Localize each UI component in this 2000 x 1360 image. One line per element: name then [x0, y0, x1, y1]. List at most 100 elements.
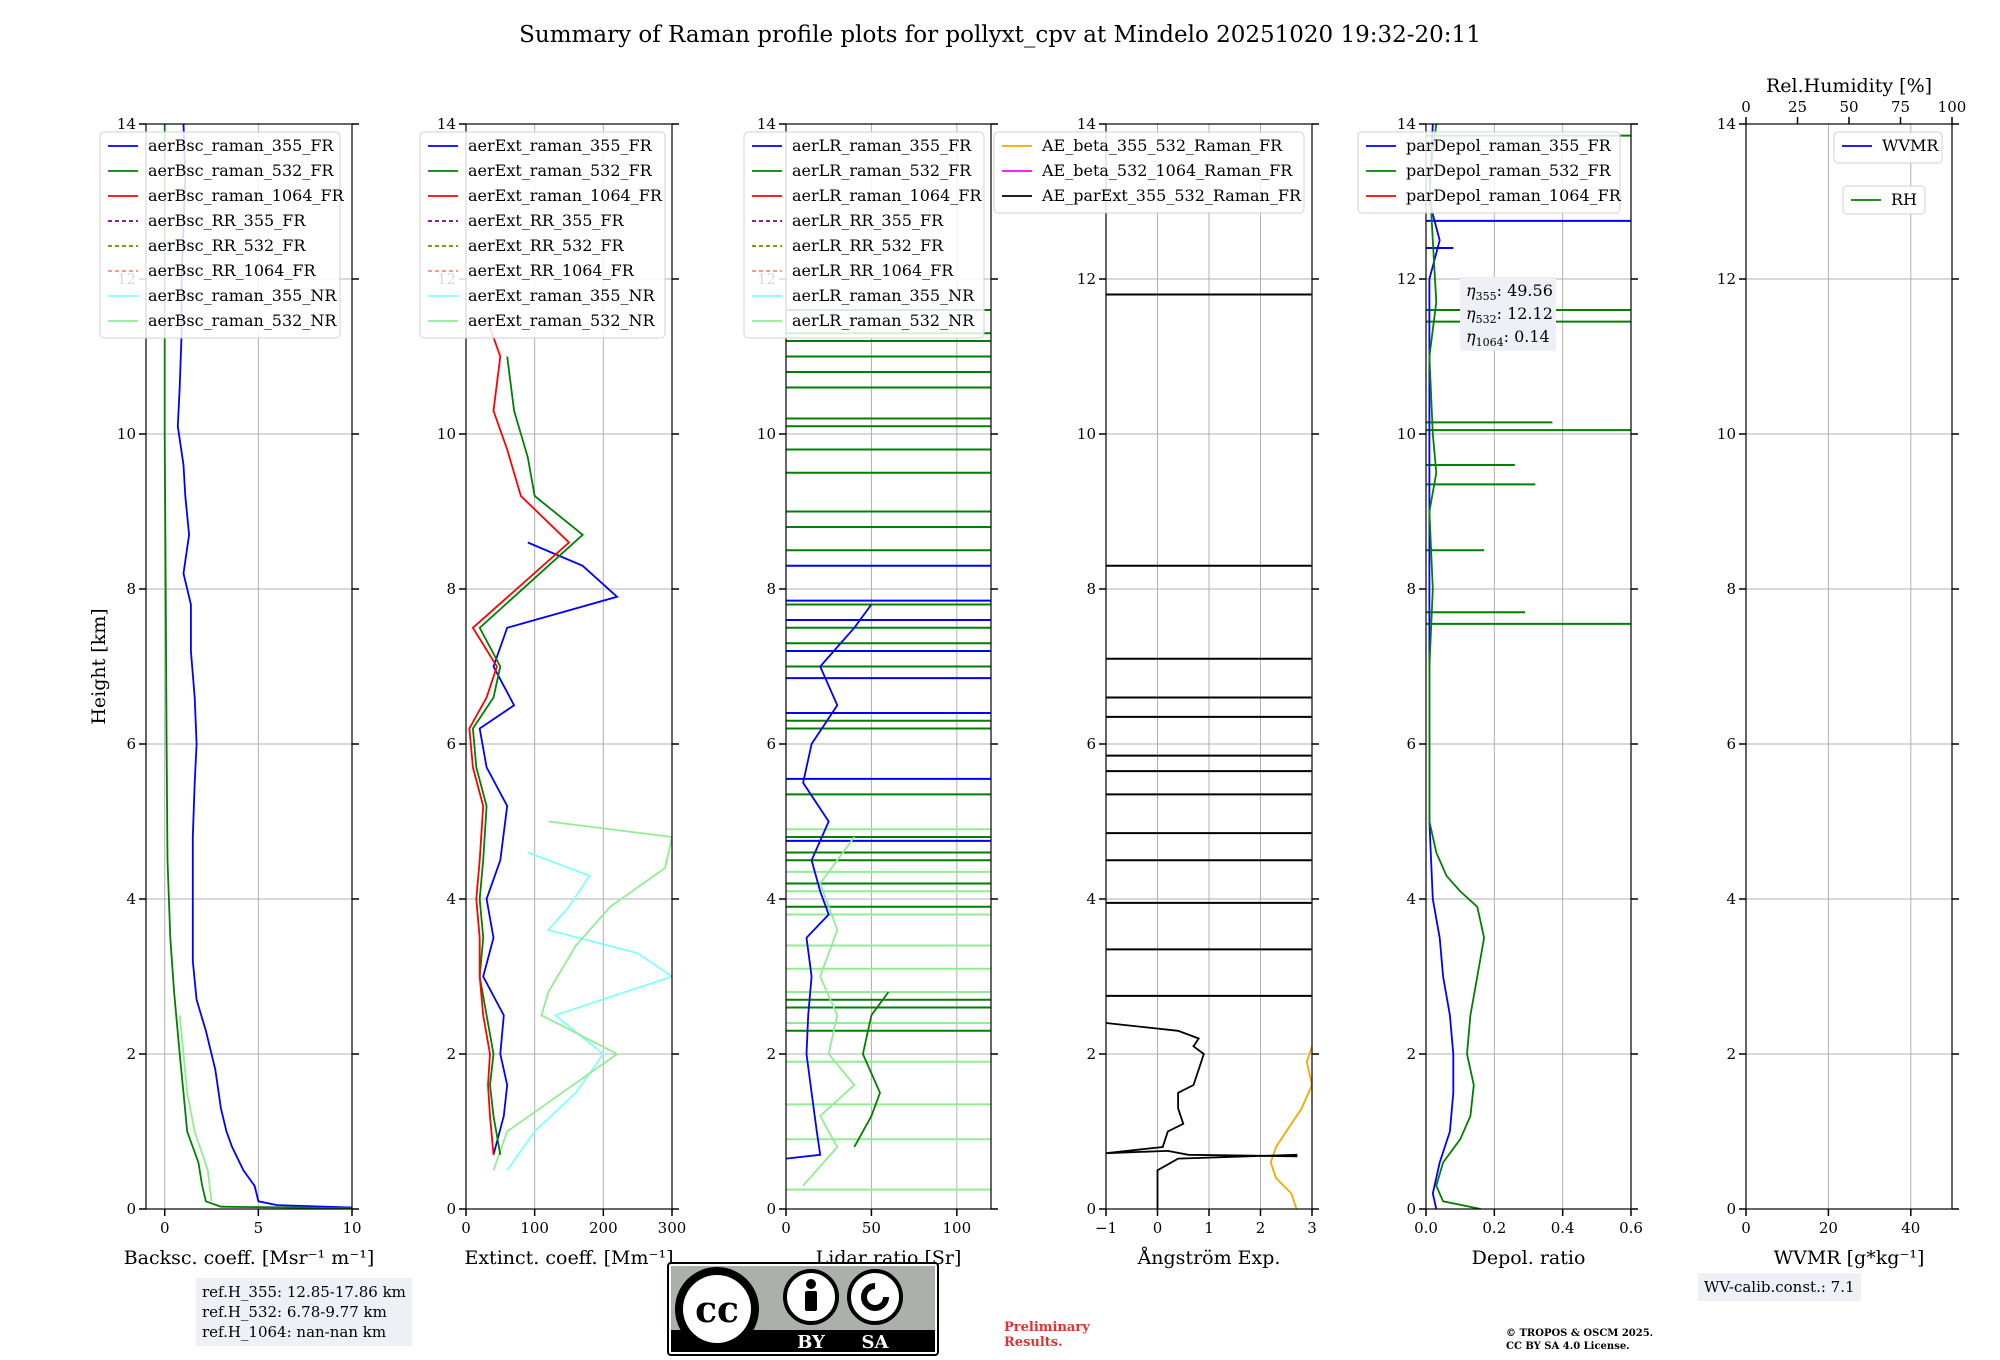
y-tick-label: 6 [126, 735, 136, 753]
x-tick-label: 0.0 [1414, 1219, 1438, 1237]
y-tick-label: 2 [1406, 1045, 1416, 1063]
legend-entry-label: aerBsc_RR_1064_FR [148, 261, 317, 280]
y-tick-label: 0 [766, 1200, 776, 1218]
preliminary-results-note: Preliminary Results. [1004, 1320, 1090, 1350]
panel-depol: 0 2 4 6 8 10 12 14 0.0 0.2 0.4 0.6 Depol. ratio parDe… [1357, 115, 1643, 1269]
x-tick-label: 0 [1741, 1219, 1751, 1237]
legend-box [419, 131, 666, 339]
series-aerBsc_raman_355_FR [176, 124, 352, 1209]
x-tick-label: 0.2 [1482, 1219, 1506, 1237]
legend-entry-label: aerLR_RR_355_FR [792, 211, 944, 230]
y-tick-label: 8 [1406, 580, 1416, 598]
y-tick-label: 8 [1726, 580, 1736, 598]
x-tick-label: 50 [862, 1219, 881, 1237]
legend-secondary: RH [1842, 185, 1926, 215]
copyright-note: © TROPOS & OSCM 2025. CC BY SA 4.0 Licen… [1506, 1327, 1653, 1353]
y-tick-label: 14 [117, 115, 136, 133]
series-aerExt_raman_1064_FR [468, 317, 571, 1155]
x-tick-label: 40 [1901, 1219, 1920, 1237]
legend-entry-label: aerLR_RR_1064_FR [792, 261, 954, 280]
y-tick-label: 2 [1726, 1045, 1736, 1063]
legend-entry-label: aerExt_raman_355_FR [468, 136, 653, 155]
legend: AE_beta_355_532_Raman_FR AE_beta_532_1064… [993, 131, 1305, 214]
y-tick-label: 4 [446, 890, 456, 908]
y-tick-label: 14 [437, 115, 456, 133]
legend-box [99, 131, 341, 339]
series-aerExt_raman_532_NR [492, 820, 672, 1171]
series-aerLR_raman_532_NR [802, 836, 856, 1187]
y-tick-label: 6 [446, 735, 456, 753]
ref-height-532: ref.H_532: 6.78-9.77 km [202, 1303, 387, 1321]
legend-entry-label: aerExt_RR_532_FR [468, 236, 625, 255]
preliminary-line-1: Preliminary [1004, 1320, 1090, 1335]
preliminary-line-2: Results. [1004, 1335, 1063, 1350]
x-tick-label: 3 [1307, 1219, 1317, 1237]
y-tick-label: 8 [1086, 580, 1096, 598]
cc-logo-text: cc [695, 1289, 739, 1331]
y-tick-label: 10 [757, 425, 776, 443]
cc-by-sa-badge: cc BY SA [667, 1262, 939, 1356]
legend-entry-label: aerBsc_RR_355_FR [148, 211, 306, 230]
y-tick-label: 12 [1717, 270, 1736, 288]
series-AE_parExt_355_532_Raman_FR [1106, 1022, 1298, 1209]
y-tick-label: 10 [1717, 425, 1736, 443]
y-tick-label: 4 [1726, 890, 1736, 908]
cc-logo-inner-circle [683, 1275, 751, 1343]
x-tick-label: 100 [520, 1219, 549, 1237]
plot-area [786, 309, 991, 1191]
panel-wvmr: 0 2 4 6 8 10 12 14 0 20 40 WVMR [g*kg⁻¹] 0 25 50 75 100 R… [1717, 75, 1966, 1269]
legend-box [993, 131, 1305, 214]
x-axis-label: WVMR [g*kg⁻¹] [1774, 1247, 1925, 1269]
y-tick-label: 0 [1406, 1200, 1416, 1218]
series-aerExt_raman_532_FR [471, 356, 585, 1155]
y-tick-label: 6 [1086, 735, 1096, 753]
x-tick-label: 0 [781, 1219, 791, 1237]
eta-value: η532: 12.12 [1466, 304, 1553, 326]
x-axis-label: Ångström Exp. [1137, 1247, 1281, 1269]
legend-entry-label: aerBsc_raman_532_NR [148, 311, 337, 330]
legend-box [743, 131, 985, 339]
copyright-line-2: CC BY SA 4.0 License. [1506, 1341, 1630, 1352]
y-tick-label: 0 [446, 1200, 456, 1218]
y-tick-label: 6 [766, 735, 776, 753]
legend-box [1833, 131, 1943, 164]
series-aerExt_raman_355_FR [478, 541, 619, 1156]
legend-entry-label: aerExt_RR_355_FR [468, 211, 625, 230]
x-tick-label: 100 [943, 1219, 972, 1237]
legend-entry-label: AE_parExt_355_532_Raman_FR [1041, 186, 1302, 205]
legend-entry-label: aerExt_raman_532_FR [468, 161, 653, 180]
y-tick-label: 10 [1397, 425, 1416, 443]
legend-entry-label: aerLR_raman_1064_FR [792, 186, 982, 205]
legend-entry-label: aerLR_raman_355_NR [792, 286, 975, 305]
plot-frame [465, 123, 673, 1210]
legend-entry-label: aerLR_raman_532_FR [792, 161, 972, 180]
legend: aerBsc_raman_355_FR aerBsc_raman_532_FRae… [99, 131, 345, 339]
y-tick-label: 14 [1077, 115, 1096, 133]
panel-lidar_ratio: 02468101214050100Lidar ratio [Sr]aerLR_r… [743, 115, 998, 1269]
top-x-tick-label: 50 [1839, 98, 1858, 116]
y-tick-label: 0 [1086, 1200, 1096, 1218]
y-tick-label: 8 [766, 580, 776, 598]
figure-title: Summary of Raman profile plots for polly… [519, 22, 1481, 48]
legend-entry-label: aerBsc_RR_532_FR [148, 236, 306, 255]
panel-extinction: 024681012140100200300Extinct. coeff. [Mm… [419, 115, 686, 1269]
plot-frame [1745, 123, 1953, 1210]
y-tick-label: 2 [1086, 1045, 1096, 1063]
cc-by-label: BY [797, 1332, 826, 1353]
y-tick-label: 6 [1726, 735, 1736, 753]
legend-entry-label: aerLR_raman_355_FR [792, 136, 972, 155]
legend: WVMR [1833, 131, 1943, 164]
ref-height-1064: ref.H_1064: nan-nan km [202, 1323, 387, 1341]
top-x-tick-label: 0 [1741, 98, 1751, 116]
legend-entry-label: WVMR [1882, 136, 1939, 155]
reference-heights-box: ref.H_355: 12.85-17.86 km ref.H_532: 6.7… [196, 1278, 412, 1346]
series-aerLR_raman_355_FR [786, 603, 873, 1160]
series-AE_beta_355_532_Raman_FR [1269, 1046, 1312, 1209]
x-tick-label: 200 [589, 1219, 618, 1237]
y-tick-label: 12 [1077, 270, 1096, 288]
series-parDepol_raman_355_FR [1428, 124, 1455, 1209]
plot-frame [785, 123, 992, 1210]
panel-backscatter: 024681012140510Backsc. coeff. [Msr⁻¹ m⁻¹… [88, 115, 374, 1269]
